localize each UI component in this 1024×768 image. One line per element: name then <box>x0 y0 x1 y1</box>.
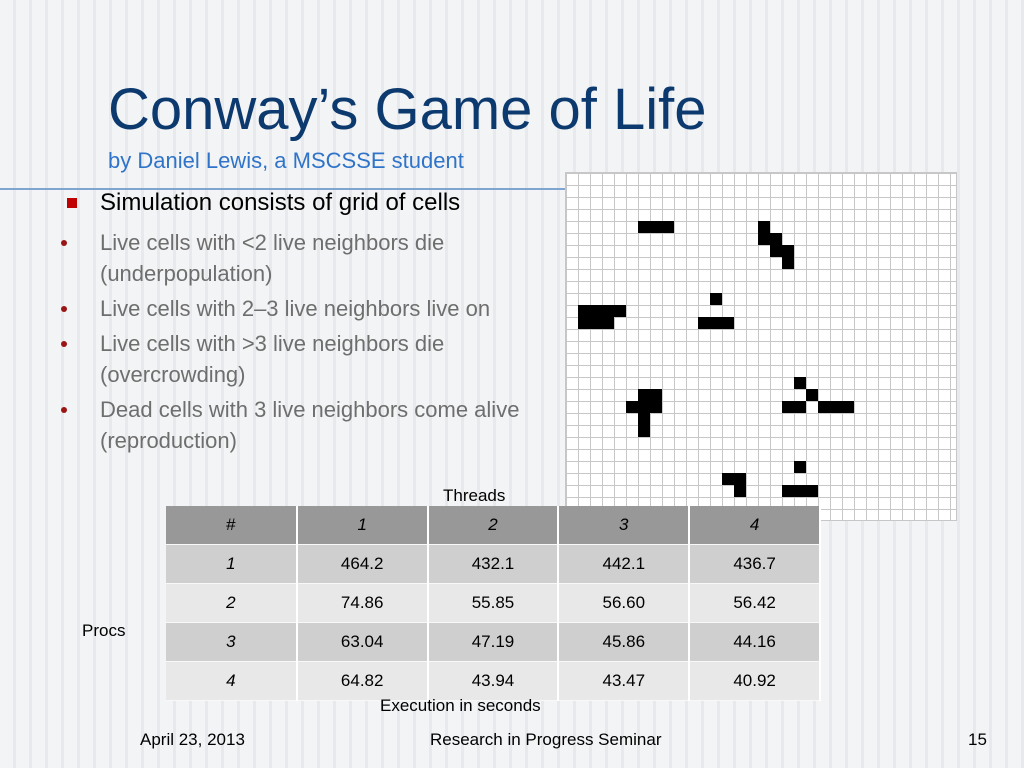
footer-event: Research in Progress Seminar <box>430 730 662 749</box>
dot-bullet-icon <box>61 240 67 246</box>
threads-label: Threads <box>443 486 506 505</box>
bullet-item: Dead cells with 3 live neighbors come al… <box>60 394 540 456</box>
live-cell <box>602 317 614 329</box>
table-header-cell: 1 <box>296 506 429 545</box>
live-cell <box>590 317 602 329</box>
live-cell <box>794 377 806 389</box>
table-cell: 56.60 <box>558 583 691 623</box>
live-cell <box>578 317 590 329</box>
live-cell <box>638 413 650 425</box>
live-cell <box>590 305 602 317</box>
table-header-row: # 1 2 3 4 <box>166 506 821 545</box>
live-cell <box>806 485 818 497</box>
table-row: 1 464.2 432.1 442.1 436.7 <box>166 544 821 584</box>
dot-bullet-icon <box>61 407 67 413</box>
bullet-text: Dead cells with 3 live neighbors come al… <box>100 397 520 453</box>
title-divider <box>0 188 566 190</box>
live-cell <box>794 461 806 473</box>
live-cell <box>650 221 662 233</box>
bullet-text: Live cells with 2–3 live neighbors live … <box>100 296 491 321</box>
table-cell: 64.82 <box>296 661 429 701</box>
table-header-cell: 4 <box>689 506 821 545</box>
dot-bullet-icon <box>61 341 67 347</box>
bullet-item: Live cells with >3 live neighbors die (o… <box>60 328 540 390</box>
table-cell: 432.1 <box>427 544 560 584</box>
live-cell <box>782 485 794 497</box>
square-bullet-icon <box>67 198 77 208</box>
live-cell <box>578 305 590 317</box>
live-cell <box>614 305 626 317</box>
live-cell <box>770 233 782 245</box>
live-cell <box>758 221 770 233</box>
live-cell <box>770 245 782 257</box>
live-cell <box>734 473 746 485</box>
bullet-item: Live cells with 2–3 live neighbors live … <box>60 293 540 324</box>
table-cell: 47.19 <box>427 622 560 662</box>
bullet-list: Simulation consists of grid of cells Liv… <box>60 189 540 460</box>
bullet-text: Live cells with <2 live neighbors die (u… <box>100 230 445 286</box>
table-cell: 442.1 <box>558 544 691 584</box>
page-number: 15 <box>968 730 987 749</box>
bullet-item: Simulation consists of grid of cells <box>60 189 540 217</box>
live-cell <box>698 317 710 329</box>
bullet-text: Live cells with >3 live neighbors die (o… <box>100 331 445 387</box>
live-cell <box>758 233 770 245</box>
table-header-cell: 3 <box>558 506 691 545</box>
live-cell <box>806 389 818 401</box>
table-header-cell: 2 <box>427 506 560 545</box>
live-cell <box>842 401 854 413</box>
slide-subtitle: by Daniel Lewis, a MSCSSE student <box>108 148 464 173</box>
live-cell <box>638 389 650 401</box>
live-cell <box>734 485 746 497</box>
live-cell <box>710 293 722 305</box>
live-cell <box>626 401 638 413</box>
live-cell <box>722 317 734 329</box>
footer-date: April 23, 2013 <box>140 730 245 749</box>
table-cell: 43.94 <box>427 661 560 701</box>
live-cell <box>638 401 650 413</box>
live-cell <box>638 221 650 233</box>
table-cell: 44.16 <box>689 622 821 662</box>
table-header-cell: # <box>166 506 298 545</box>
table-row: 3 63.04 47.19 45.86 44.16 <box>166 622 821 662</box>
table-cell: 55.85 <box>427 583 560 623</box>
live-cell <box>722 473 734 485</box>
live-cell <box>782 401 794 413</box>
live-cell <box>650 401 662 413</box>
live-cell <box>602 305 614 317</box>
table-cell: 1 <box>166 544 298 584</box>
bullet-text: Simulation consists of grid of cells <box>100 189 461 216</box>
live-cell <box>710 317 722 329</box>
table-cell: 436.7 <box>689 544 821 584</box>
table-cell: 56.42 <box>689 583 821 623</box>
table-cell: 40.92 <box>689 661 821 701</box>
live-cell <box>638 425 650 437</box>
execution-time-table: # 1 2 3 4 1 464.2 432.1 442.1 436.7 2 74… <box>166 506 821 701</box>
table-cell: 43.47 <box>558 661 691 701</box>
live-cell <box>782 245 794 257</box>
dot-bullet-icon <box>61 306 67 312</box>
bullet-item: Live cells with <2 live neighbors die (u… <box>60 227 540 289</box>
table-cell: 4 <box>166 661 298 701</box>
table-cell: 45.86 <box>558 622 691 662</box>
live-cell <box>818 401 830 413</box>
table-cell: 2 <box>166 583 298 623</box>
live-cell <box>794 401 806 413</box>
table-row: 2 74.86 55.85 56.60 56.42 <box>166 583 821 623</box>
table-cell: 464.2 <box>296 544 429 584</box>
live-cell <box>830 401 842 413</box>
procs-label: Procs <box>82 621 126 640</box>
table-cell: 3 <box>166 622 298 662</box>
live-cell <box>794 485 806 497</box>
slide-title: Conway’s Game of Life <box>108 77 707 142</box>
table-row: 4 64.82 43.94 43.47 40.92 <box>166 661 821 701</box>
table-cell: 63.04 <box>296 622 429 662</box>
live-cell <box>650 389 662 401</box>
live-cell <box>662 221 674 233</box>
game-of-life-grid <box>565 172 957 521</box>
table-cell: 74.86 <box>296 583 429 623</box>
execution-label: Execution in seconds <box>380 696 541 715</box>
live-cell <box>782 257 794 269</box>
